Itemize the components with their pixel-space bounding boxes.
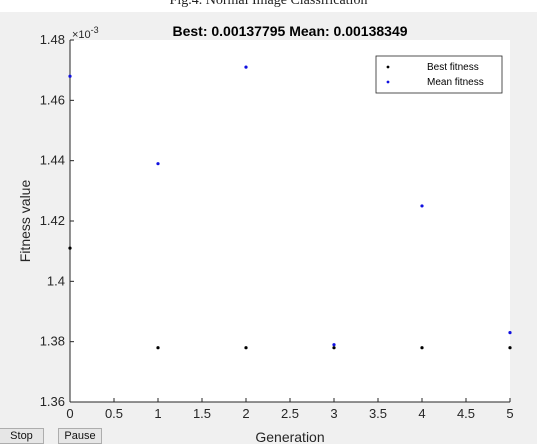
best-fitness-point [68, 246, 72, 250]
x-tick-label: 3 [330, 406, 337, 421]
pause-button[interactable]: Pause [58, 428, 102, 444]
data-points [68, 65, 512, 350]
y-tick-label: 1.46 [40, 92, 65, 107]
x-tick-label: 4 [418, 406, 425, 421]
best-fitness-point [332, 346, 336, 350]
x-tick-label: 3.5 [369, 406, 387, 421]
x-tick-label: 2 [242, 406, 249, 421]
x-tick-label: 2.5 [281, 406, 299, 421]
figure-caption: Fig.4. Normal Image Classification [169, 0, 368, 8]
x-axis-label: Generation [255, 429, 324, 442]
x-tick-label: 5 [506, 406, 513, 421]
chart-title: Best: 0.00137795 Mean: 0.00138349 [172, 23, 407, 39]
best-fitness-point [244, 346, 248, 350]
x-tick-label: 0.5 [105, 406, 123, 421]
legend-marker-mean [386, 80, 390, 84]
best-fitness-point [156, 346, 160, 350]
mean-fitness-point [156, 162, 160, 166]
legend-box [375, 55, 503, 94]
tick-labels: 0 0.5 1 1.5 2 2.5 3 3.5 4 4.5 5 1.36 1.38 1.4 1.42 1.44… [40, 32, 514, 421]
plot-area [70, 40, 510, 402]
stop-button[interactable]: Stop [0, 428, 44, 444]
y-axis-label: Fitness value [17, 180, 33, 263]
y-tick-label: 1.48 [40, 32, 65, 47]
x-tick-label: 4.5 [457, 406, 475, 421]
x-tick-label: 1 [154, 406, 161, 421]
mean-fitness-point [244, 65, 248, 69]
x-tick-label: 1.5 [193, 406, 211, 421]
y-tick-label: 1.36 [40, 394, 65, 409]
y-tick-label: 1.4 [47, 273, 65, 288]
legend-marker-best [386, 65, 390, 69]
y-exponent-label: ×10-3 [72, 25, 99, 41]
y-tick-label: 1.38 [40, 334, 65, 349]
caption-band: Fig.4. Normal Image Classification [0, 0, 537, 12]
best-fitness-point [508, 346, 512, 350]
legend-label-mean: Mean fitness [427, 77, 484, 88]
legend: Best fitness Mean fitness [375, 55, 503, 94]
mean-fitness-point [420, 204, 424, 208]
mean-fitness-point [68, 74, 72, 78]
y-tick-label: 1.42 [40, 213, 65, 228]
best-fitness-point [420, 346, 424, 350]
mean-fitness-point [332, 343, 336, 347]
x-tick-label: 0 [66, 406, 73, 421]
y-tick-label: 1.44 [40, 153, 65, 168]
mean-fitness-point [508, 331, 512, 335]
legend-label-best: Best fitness [427, 62, 479, 73]
